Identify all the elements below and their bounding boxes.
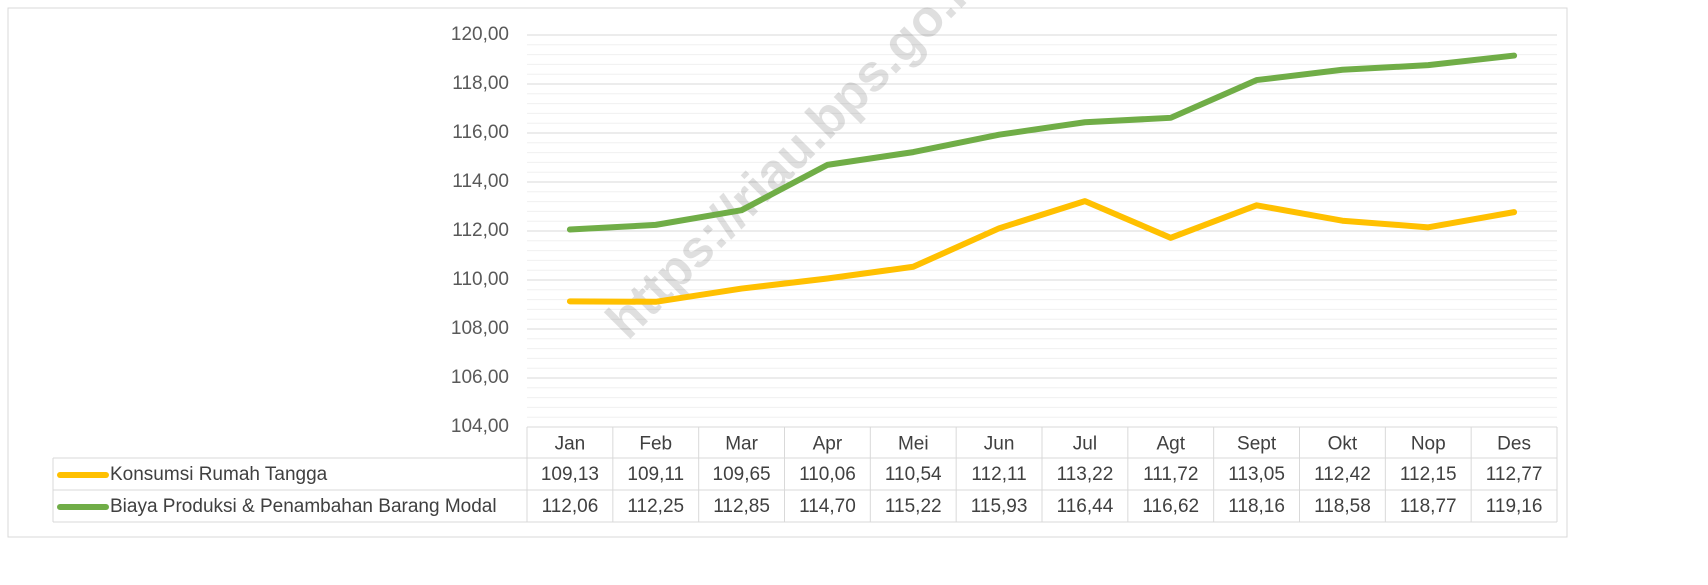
data-label: 116,44 [1057, 496, 1114, 517]
data-label: 113,22 [1057, 464, 1114, 485]
line-series [566, 198, 1518, 305]
x-tick-label: Des [1497, 434, 1531, 455]
x-tick-label: Agt [1156, 434, 1185, 455]
x-tick-label: Mar [725, 434, 758, 455]
chart-border [7, 7, 1568, 538]
x-tick-label: Feb [639, 434, 672, 455]
legend-label: Biaya Produksi & Penambahan Barang Modal [110, 496, 497, 517]
data-label: 112,11 [971, 464, 1026, 485]
x-tick-label: Okt [1328, 434, 1358, 455]
data-label: 112,25 [627, 496, 684, 517]
data-label: 112,77 [1486, 464, 1543, 485]
y-tick-label: 120,00 [451, 24, 509, 45]
data-label: 115,22 [885, 496, 942, 517]
data-table: Jan Feb Mar Apr Mei Jun Jul Agt Sept Okt Nop Des Kon… [52, 426, 1558, 523]
data-label: 114,70 [799, 496, 856, 517]
y-tick-label: 118,00 [452, 73, 509, 94]
data-label: 110,54 [885, 464, 942, 485]
y-tick-label: 106,00 [451, 367, 509, 388]
data-label: 110,06 [799, 464, 856, 485]
x-tick-label: Jan [555, 434, 586, 455]
data-label: 112,15 [1400, 464, 1457, 485]
y-tick-label: 112,00 [452, 220, 509, 241]
line-series [566, 52, 1518, 233]
x-tick-label: Nop [1411, 434, 1446, 455]
data-label: 111,72 [1143, 464, 1198, 485]
y-tick-label: 116,00 [452, 122, 509, 143]
legend-label: Konsumsi Rumah Tangga [110, 464, 328, 485]
y-tick-label: 108,00 [451, 318, 509, 339]
x-tick-label: Jul [1073, 434, 1097, 455]
data-label: 118,16 [1228, 496, 1285, 517]
x-tick-label: Sept [1237, 434, 1277, 455]
data-label: 109,65 [713, 464, 771, 485]
data-label: 112,06 [542, 496, 599, 517]
y-tick-label: 114,00 [452, 171, 509, 192]
data-label: 112,42 [1314, 464, 1371, 485]
data-label: 119,16 [1486, 496, 1543, 517]
data-label: 118,58 [1314, 496, 1371, 517]
data-label: 109,13 [541, 464, 599, 485]
data-label: 116,62 [1142, 496, 1199, 517]
y-tick-label: 110,00 [452, 269, 509, 290]
y-tick-label: 104,00 [451, 416, 509, 437]
x-tick-label: Mei [898, 434, 929, 455]
x-tick-label: Jun [984, 434, 1015, 455]
data-label: 109,11 [627, 464, 684, 485]
data-label: 113,05 [1228, 464, 1285, 485]
data-label: 112,85 [713, 496, 770, 517]
data-label: 115,93 [971, 496, 1028, 517]
x-tick-label: Apr [813, 434, 843, 455]
data-label: 118,77 [1400, 496, 1457, 517]
